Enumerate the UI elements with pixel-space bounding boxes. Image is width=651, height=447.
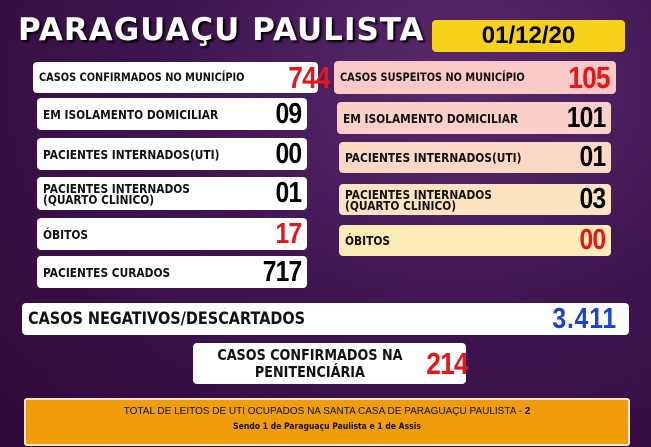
label-line1: PACIENTES INTERNADOS: [345, 186, 492, 202]
suspected-total-card: CASOS SUSPEITOS NO MUNICÍPIO 105: [334, 59, 616, 95]
card-value: 01: [579, 141, 606, 173]
card-value: 717: [262, 255, 301, 288]
card-label: PACIENTES INTERNADOS(UTI): [345, 150, 522, 165]
card-label: PACIENTES INTERNADOS (QUARTO CLÍNICO): [43, 180, 190, 207]
suspected-deaths-card: ÓBITOS 00: [339, 224, 611, 256]
card-label: EM ISOLAMENTO DOMICILIAR: [43, 106, 219, 122]
card-value: 09: [275, 97, 302, 130]
prison-cases-card: CASOS CONFIRMADOS NA PENITENCIÁRIA 214: [193, 343, 468, 384]
confirmed-icu-card: PACIENTES INTERNADOS(UTI) 00: [37, 138, 307, 170]
confirmed-ward-card: PACIENTES INTERNADOS (QUARTO CLÍNICO) 01: [37, 177, 307, 210]
card-label: PACIENTES INTERNADOS (QUARTO CLÍNICO): [345, 186, 492, 213]
card-value: 744: [288, 59, 330, 95]
label-line1: PACIENTES INTERNADOS: [43, 180, 190, 196]
footer-line1: TOTAL DE LEITOS DE UTI OCUPADOS NA SANTA…: [26, 406, 628, 417]
card-value: 00: [275, 137, 302, 170]
icu-beds-footer: TOTAL DE LEITOS DE UTI OCUPADOS NA SANTA…: [24, 398, 630, 446]
label-line1: CASOS CONFIRMADOS NA: [217, 345, 403, 364]
card-label: CASOS NEGATIVOS/DESCARTADOS: [28, 308, 306, 329]
card-value: 101: [566, 101, 605, 134]
card-value: 105: [568, 59, 611, 95]
label-line2: (QUARTO CLÍNICO): [43, 191, 155, 207]
footer-text: TOTAL DE LEITOS DE UTI OCUPADOS NA SANTA…: [123, 406, 525, 417]
card-value: 17: [275, 217, 302, 250]
footer-value: 2: [524, 406, 531, 417]
card-label: PACIENTES INTERNADOS(UTI): [43, 146, 220, 162]
suspected-icu-card: PACIENTES INTERNADOS(UTI) 01: [339, 141, 611, 173]
card-label: ÓBITOS: [43, 226, 89, 242]
card-label: ÓBITOS: [345, 233, 391, 248]
card-label: CASOS SUSPEITOS NO MUNICÍPIO: [340, 70, 525, 84]
confirmed-recovered-card: PACIENTES CURADOS 717: [37, 256, 307, 288]
card-label: PACIENTES CURADOS: [43, 264, 171, 280]
negative-cases-card: CASOS NEGATIVOS/DESCARTADOS 3.411: [22, 303, 629, 335]
card-label: CASOS CONFIRMADOS NO MUNICÍPIO: [39, 70, 245, 84]
footer-line2: Sendo 1 de Paraguaçu Paulista e 1 de Ass…: [233, 422, 421, 432]
label-line2: (QUARTO CLÍNICO): [345, 197, 457, 213]
card-value: 214: [426, 345, 468, 381]
card-label: EM ISOLAMENTO DOMICILIAR: [343, 110, 519, 126]
suspected-ward-card: PACIENTES INTERNADOS (QUARTO CLÍNICO) 03: [339, 183, 611, 215]
confirmed-isolation-card: EM ISOLAMENTO DOMICILIAR 09: [37, 98, 307, 130]
city-title: PARAGUAÇU PAULISTA: [18, 12, 425, 48]
card-value: 00: [579, 224, 606, 256]
confirmed-total-card: CASOS CONFIRMADOS NO MUNICÍPIO 744: [33, 60, 330, 95]
card-label: CASOS CONFIRMADOS NA PENITENCIÁRIA: [217, 345, 403, 381]
bulletin-date: 01/12/20: [432, 20, 625, 52]
suspected-isolation-card: EM ISOLAMENTO DOMICILIAR 101: [337, 102, 611, 134]
confirmed-deaths-card: ÓBITOS 17: [37, 218, 307, 250]
label-line2: PENITENCIÁRIA: [254, 362, 365, 381]
card-value: 01: [275, 177, 302, 209]
card-value: 03: [579, 183, 606, 215]
card-value: 3.411: [552, 302, 617, 335]
